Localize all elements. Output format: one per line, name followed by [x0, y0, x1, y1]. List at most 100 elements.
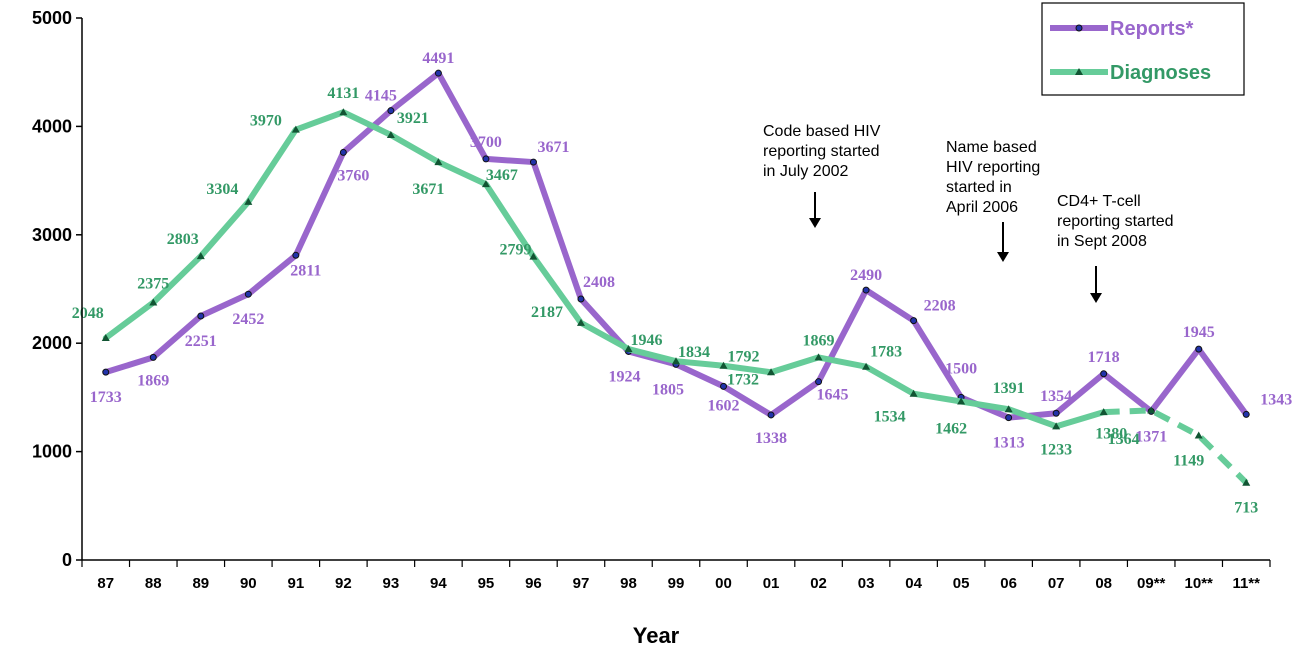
x-tick-label: 05 [953, 575, 970, 592]
reports-point [815, 378, 823, 386]
annotation-text-line: reporting started [763, 143, 880, 160]
reports-data-label: 1869 [137, 372, 169, 389]
annotations-layer: Code based HIV reporting started in July 2… [763, 123, 1174, 303]
x-axis-ticks: 87 88 89 90 91 92 93 94 95 96 97 98 99 00 01 02 03 04 05 06… [81, 560, 1271, 592]
diagnoses-data-label: 2187 [531, 304, 563, 321]
diagnoses-point [909, 389, 918, 397]
annotation-text-line: in July 2002 [763, 163, 848, 180]
diagnoses-point [1147, 406, 1156, 414]
legend-diagnoses-marker [1075, 68, 1083, 75]
diagnoses-point [624, 345, 633, 353]
diagnoses-point [767, 368, 776, 376]
diagnoses-data-label: 1792 [728, 349, 760, 366]
diagnoses-point [101, 333, 110, 341]
x-tick-label: 00 [715, 575, 732, 592]
diagnoses-data-label: 1834 [678, 344, 710, 361]
legend: Reports* Diagnoses [1041, 2, 1245, 96]
diagnoses-point [672, 357, 680, 365]
diagnoses-data-label: 1732 [727, 371, 759, 388]
x-tick-label: 99 [668, 575, 685, 592]
diagnoses-data-label: 2799 [499, 242, 531, 259]
x-tick-label: 11** [1232, 575, 1260, 592]
diagnoses-data-label: 3921 [397, 110, 429, 127]
annotation-text-line: in Sept 2008 [1057, 233, 1147, 250]
data-labels-layer: 1733 1869 2251 2452 2811 3760 4145 4491 3700 3671… [72, 50, 1292, 517]
diagnoses-data-label: 713 [1234, 500, 1258, 517]
reports-data-label: 1602 [708, 397, 740, 414]
diagnoses-data-label: 3304 [206, 181, 238, 198]
x-tick-label: 90 [240, 575, 257, 592]
reports-point [720, 382, 728, 390]
legend-diagnoses-label: Diagnoses [1110, 62, 1211, 84]
reports-data-label: 2251 [185, 333, 217, 350]
diagnoses-data-label: 2375 [137, 276, 169, 293]
x-tick-label: 08 [1095, 575, 1112, 592]
reports-point [1195, 345, 1203, 353]
diagnoses-data-label: 1534 [874, 409, 906, 426]
reports-data-label: 1354 [1040, 388, 1072, 405]
reports-point [482, 155, 490, 163]
reports-point [387, 107, 395, 115]
diagnoses-point [719, 361, 728, 369]
annotation-text-line: April 2006 [946, 199, 1018, 216]
diagnoses-point [291, 125, 300, 133]
series-line-diagnoses-projected [1103, 407, 1249, 485]
reports-data-label: 1338 [755, 430, 787, 447]
reports-data-label: 1945 [1183, 324, 1215, 341]
reports-point [1100, 370, 1108, 378]
reports-point [910, 317, 918, 325]
x-tick-label: 10** [1185, 575, 1214, 592]
diagnoses-point [1099, 408, 1108, 416]
diagnoses-data-label: 1869 [803, 332, 835, 349]
annotation-arrow-head [809, 218, 821, 228]
reports-data-label: 1805 [652, 381, 684, 398]
y-tick-label: 4000 [32, 116, 72, 136]
diagnoses-point [862, 362, 871, 370]
diagnoses-data-label: 1391 [993, 380, 1025, 397]
reports-point [102, 368, 110, 376]
reports-point [1052, 409, 1060, 417]
diagnoses-point [1194, 431, 1203, 439]
diagnoses-point [1004, 405, 1013, 413]
x-tick-label: 89 [192, 575, 209, 592]
y-tick-label: 1000 [32, 442, 72, 462]
annotation-3: CD4+ T-cell reporting started in Sept 2008 [1057, 193, 1174, 303]
reports-point [1242, 410, 1250, 418]
diagnoses-point [814, 353, 823, 361]
diagnoses-data-label: 4131 [327, 85, 359, 102]
diagnoses-point [196, 252, 205, 260]
reports-data-label: 2452 [232, 311, 264, 328]
x-tick-label: 88 [145, 575, 162, 592]
annotation-text-line: Name based [946, 139, 1037, 156]
x-tick-label: 95 [478, 575, 495, 592]
diagnoses-point [529, 252, 538, 260]
reports-data-label: 3700 [470, 134, 502, 151]
reports-data-label: 2490 [850, 267, 882, 284]
annotation-text-line: started in [946, 179, 1012, 196]
diagnoses-point [434, 158, 443, 166]
reports-point [1005, 414, 1013, 422]
diagnoses-data-label: 1364 [1108, 431, 1140, 448]
series-line-diagnoses [102, 109, 1107, 430]
reports-data-label: 4145 [365, 88, 397, 105]
diagnoses-point [339, 108, 348, 116]
diagnoses-point [957, 397, 966, 405]
y-tick-label: 2000 [32, 333, 72, 353]
reports-point [529, 158, 537, 166]
x-tick-label: 02 [810, 575, 827, 592]
reports-data-label: 1313 [993, 435, 1025, 452]
diagnoses-point [576, 318, 585, 326]
x-tick-label: 04 [905, 575, 922, 592]
diagnoses-point [386, 130, 395, 138]
reports-data-label: 1718 [1088, 349, 1120, 366]
reports-point [434, 69, 442, 77]
diagnoses-data-label: 3671 [412, 181, 444, 198]
reports-data-label: 2208 [924, 298, 956, 315]
reports-point [292, 251, 300, 259]
annotation-text-line: reporting started [1057, 213, 1174, 230]
reports-data-label: 1500 [945, 360, 977, 377]
y-tick-label: 0 [62, 550, 72, 570]
x-tick-label: 07 [1048, 575, 1065, 592]
x-tick-label: 01 [763, 575, 780, 592]
annotation-2: Name based HIV reporting started in April 2… [946, 139, 1040, 262]
